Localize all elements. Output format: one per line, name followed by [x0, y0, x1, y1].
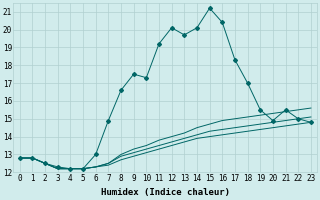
X-axis label: Humidex (Indice chaleur): Humidex (Indice chaleur) — [101, 188, 230, 197]
